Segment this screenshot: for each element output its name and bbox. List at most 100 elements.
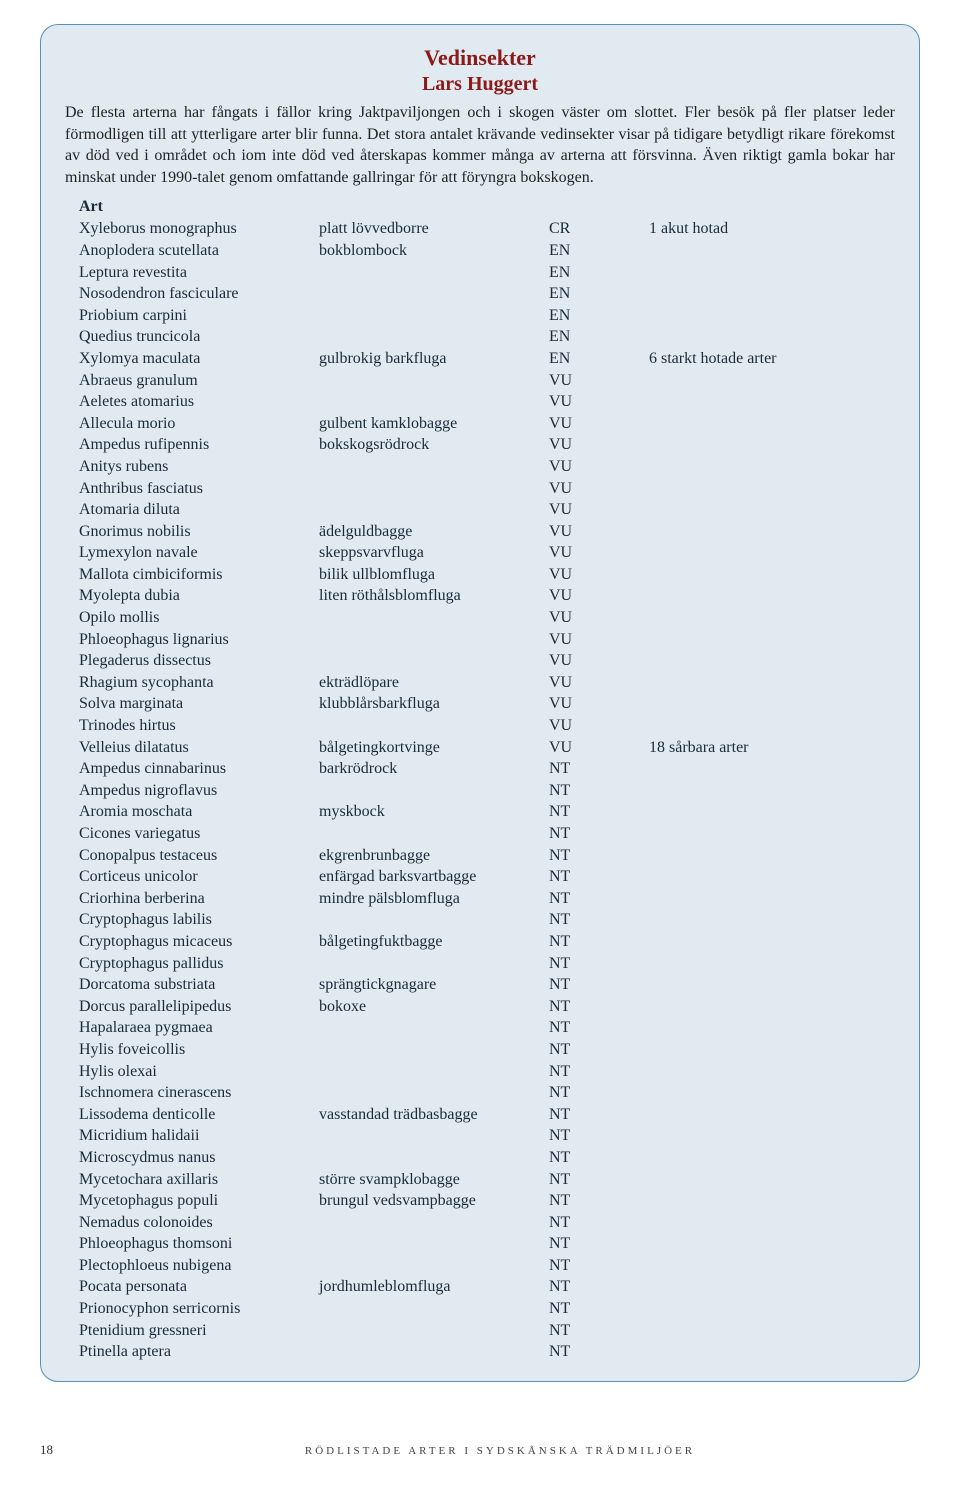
latin-name: Trinodes hirtus	[79, 715, 319, 737]
status-code: EN	[549, 348, 649, 370]
note	[649, 521, 895, 543]
note	[649, 650, 895, 672]
table-row: Corticeus unicolorenfärgad barksvartbagg…	[79, 866, 895, 888]
latin-name: Cryptophagus pallidus	[79, 953, 319, 975]
status-code: NT	[549, 1276, 649, 1298]
status-code: NT	[549, 1320, 649, 1342]
table-row: Dorcatoma substriatasprängtickgnagareNT	[79, 974, 895, 996]
status-code: VU	[549, 542, 649, 564]
common-name: myskbock	[319, 801, 549, 823]
note	[649, 1212, 895, 1234]
common-name	[319, 1017, 549, 1039]
note	[649, 780, 895, 802]
note	[649, 801, 895, 823]
latin-name: Phloeophagus thomsoni	[79, 1233, 319, 1255]
latin-name: Anoplodera scutellata	[79, 240, 319, 262]
status-code: VU	[549, 521, 649, 543]
table-row: Lymexylon navaleskeppsvarvflugaVU	[79, 542, 895, 564]
common-name	[319, 499, 549, 521]
latin-name: Mallota cimbiciformis	[79, 564, 319, 586]
status-code: NT	[549, 801, 649, 823]
note	[649, 953, 895, 975]
note	[649, 1276, 895, 1298]
status-code: EN	[549, 262, 649, 284]
note	[649, 1061, 895, 1083]
note	[649, 629, 895, 651]
table-row: Mycetophagus populibrungul vedsvampbagge…	[79, 1190, 895, 1212]
status-code: VU	[549, 737, 649, 759]
common-name	[319, 326, 549, 348]
status-code: NT	[549, 1233, 649, 1255]
note	[649, 262, 895, 284]
common-name	[319, 391, 549, 413]
status-code: NT	[549, 1147, 649, 1169]
latin-name: Leptura revestita	[79, 262, 319, 284]
status-code: NT	[549, 845, 649, 867]
common-name: ekträdlöpare	[319, 672, 549, 694]
status-code: NT	[549, 996, 649, 1018]
note	[649, 585, 895, 607]
art-heading: Art	[79, 198, 895, 216]
latin-name: Opilo mollis	[79, 607, 319, 629]
status-code: NT	[549, 823, 649, 845]
table-row: Atomaria dilutaVU	[79, 499, 895, 521]
common-name	[319, 370, 549, 392]
note	[649, 888, 895, 910]
note	[649, 672, 895, 694]
latin-name: Ampedus rufipennis	[79, 434, 319, 456]
common-name: platt lövvedborre	[319, 218, 549, 240]
latin-name: Ischnomera cinerascens	[79, 1082, 319, 1104]
table-row: Velleius dilatatusbålgetingkortvingeVU18…	[79, 737, 895, 759]
common-name: liten röthålsblomfluga	[319, 585, 549, 607]
latin-name: Anthribus fasciatus	[79, 478, 319, 500]
table-row: Leptura revestita EN	[79, 262, 895, 284]
page-footer: 18 RÖDLISTADE ARTER I SYDSKÅNSKA TRÄDMIL…	[40, 1442, 920, 1458]
note	[649, 1190, 895, 1212]
status-code: VU	[549, 456, 649, 478]
note	[649, 413, 895, 435]
table-row: Hylis foveicollisNT	[79, 1039, 895, 1061]
note	[649, 564, 895, 586]
latin-name: Anitys rubens	[79, 456, 319, 478]
latin-name: Cicones variegatus	[79, 823, 319, 845]
latin-name: Corticeus unicolor	[79, 866, 319, 888]
status-code: NT	[549, 953, 649, 975]
common-name: bokskogsrödrock	[319, 434, 549, 456]
note	[649, 434, 895, 456]
footer-text: RÖDLISTADE ARTER I SYDSKÅNSKA TRÄDMILJÖE…	[80, 1445, 920, 1457]
status-code: NT	[549, 866, 649, 888]
note	[649, 305, 895, 327]
table-row: Pocata personatajordhumleblomflugaNT	[79, 1276, 895, 1298]
status-code: NT	[549, 1212, 649, 1234]
latin-name: Ampedus nigroflavus	[79, 780, 319, 802]
common-name	[319, 456, 549, 478]
common-name	[319, 1039, 549, 1061]
common-name	[319, 1255, 549, 1277]
common-name	[319, 823, 549, 845]
status-code: VU	[549, 607, 649, 629]
note	[649, 499, 895, 521]
common-name: sprängtickgnagare	[319, 974, 549, 996]
table-row: Gnorimus nobilisädelguldbaggeVU	[79, 521, 895, 543]
status-code: EN	[549, 305, 649, 327]
latin-name: Mycetophagus populi	[79, 1190, 319, 1212]
status-code: VU	[549, 672, 649, 694]
intro-paragraph: De flesta arterna har fångats i fällor k…	[65, 102, 895, 188]
status-code: NT	[549, 1061, 649, 1083]
latin-name: Mycetochara axillaris	[79, 1169, 319, 1191]
status-code: NT	[549, 1104, 649, 1126]
table-row: Opilo mollis VU	[79, 607, 895, 629]
status-code: VU	[549, 370, 649, 392]
table-row: Anitys rubens VU	[79, 456, 895, 478]
status-code: CR	[549, 218, 649, 240]
note	[649, 1298, 895, 1320]
common-name	[319, 715, 549, 737]
common-name: gulbent kamklobagge	[319, 413, 549, 435]
note	[649, 542, 895, 564]
latin-name: Priobium carpini	[79, 305, 319, 327]
note	[649, 1320, 895, 1342]
latin-name: Hylis olexai	[79, 1061, 319, 1083]
note	[649, 1104, 895, 1126]
status-code: NT	[549, 1017, 649, 1039]
table-row: Nosodendron fasciculareEN	[79, 283, 895, 305]
